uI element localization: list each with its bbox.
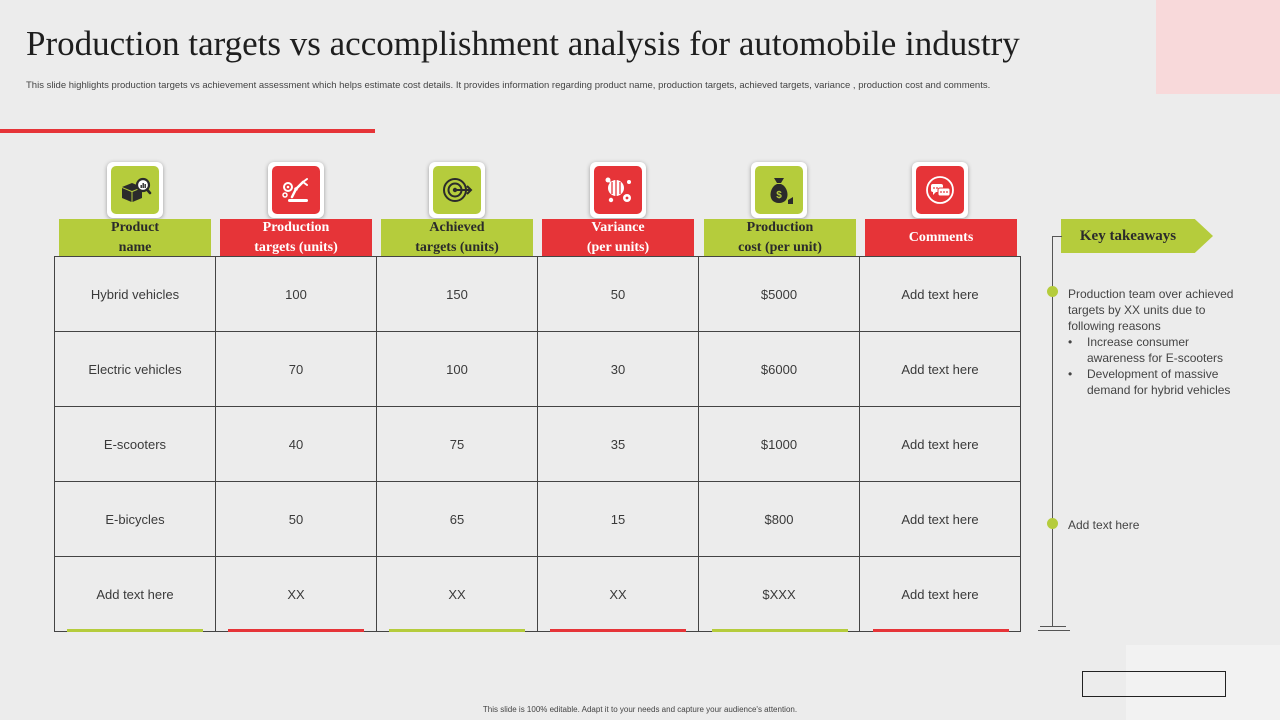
table-cell: Add text here — [859, 256, 1021, 332]
table-cell: XX — [537, 556, 699, 632]
table-cell: $6000 — [698, 331, 860, 407]
footer-note: This slide is 100% editable. Adapt it to… — [482, 705, 798, 714]
key-takeaway-text: Production team over achieved targets by… — [1068, 287, 1234, 333]
corner-decoration — [1156, 0, 1280, 94]
table-row: Electric vehicles 70 100 30 $6000 Add te… — [54, 331, 1021, 407]
timeline-dot — [1047, 518, 1058, 529]
table-cell: 15 — [537, 481, 699, 557]
timeline-line — [1052, 236, 1053, 626]
money-bag-icon: $ — [755, 166, 803, 214]
table-cell: 50 — [537, 256, 699, 332]
table-row: Add text here XX XX XX $XXX Add text her… — [54, 556, 1021, 632]
table-cell: XX — [376, 556, 538, 632]
table-cell: Hybrid vehicles — [54, 256, 216, 332]
page-subtitle: This slide highlights production targets… — [26, 80, 991, 91]
key-takeaway-bullets: Increase consumer awareness for E-scoote… — [1068, 334, 1238, 398]
bullet-item: Increase consumer awareness for E-scoote… — [1068, 334, 1238, 366]
header-production-cost: Production cost (per unit) — [704, 219, 856, 256]
column-accent-bar — [67, 629, 203, 632]
table-cell: 75 — [376, 406, 538, 482]
table-cell: 40 — [215, 406, 377, 482]
table-row: E-bicycles 50 65 15 $800 Add text here — [54, 481, 1021, 557]
timeline-base — [1038, 630, 1070, 631]
table-cell: XX — [215, 556, 377, 632]
table-row: Hybrid vehicles 100 150 50 $5000 Add tex… — [54, 256, 1021, 332]
timeline-dot — [1047, 286, 1058, 297]
product-analysis-icon-box — [107, 162, 163, 218]
production-table: Hybrid vehicles 100 150 50 $5000 Add tex… — [54, 256, 1021, 632]
table-cell: $XXX — [698, 556, 860, 632]
corner-decoration-bottom — [1126, 645, 1280, 720]
table-cell: E-scooters — [54, 406, 216, 482]
table-row: E-scooters 40 75 35 $1000 Add text here — [54, 406, 1021, 482]
timeline-base — [1040, 626, 1066, 627]
table-cell: 100 — [215, 256, 377, 332]
header-achieved-targets: Achieved targets (units) — [381, 219, 533, 256]
table-cell: Electric vehicles — [54, 331, 216, 407]
header-production-targets: Production targets (units) — [220, 219, 372, 256]
table-cell: $1000 — [698, 406, 860, 482]
robotic-arm-icon — [272, 166, 320, 214]
title-accent-line — [0, 129, 375, 133]
target-icon — [433, 166, 481, 214]
molecule-icon-box — [590, 162, 646, 218]
chat-bubbles-icon-box — [912, 162, 968, 218]
column-accent-bar — [389, 629, 525, 632]
table-cell: 35 — [537, 406, 699, 482]
table-cell: 50 — [215, 481, 377, 557]
table-cell: $5000 — [698, 256, 860, 332]
robotic-arm-icon-box — [268, 162, 324, 218]
header-comments: Comments — [865, 219, 1017, 256]
column-accent-bar — [228, 629, 364, 632]
table-cell: 150 — [376, 256, 538, 332]
target-icon-box — [429, 162, 485, 218]
money-bag-icon-box: $ — [751, 162, 807, 218]
timeline-bracket — [1052, 236, 1062, 237]
header-variance: Variance (per units) — [542, 219, 694, 256]
header-product-name: Product name — [59, 219, 211, 256]
key-takeaway-point: Add text here — [1068, 518, 1140, 532]
page-title: Production targets vs accomplishment ana… — [26, 24, 1020, 63]
table-cell: Add text here — [859, 481, 1021, 557]
table-cell: 30 — [537, 331, 699, 407]
molecule-icon — [594, 166, 642, 214]
table-cell: Add text here — [859, 406, 1021, 482]
column-accent-bar — [873, 629, 1009, 632]
svg-text:$: $ — [776, 190, 782, 201]
empty-box — [1082, 671, 1226, 697]
key-takeaways-heading: Key takeaways — [1061, 219, 1213, 253]
column-accent-bar — [712, 629, 848, 632]
product-analysis-icon — [111, 166, 159, 214]
table-cell: $800 — [698, 481, 860, 557]
table-cell: Add text here — [859, 331, 1021, 407]
chat-bubbles-icon — [916, 166, 964, 214]
table-cell: Add text here — [54, 556, 216, 632]
table-cell: 65 — [376, 481, 538, 557]
key-takeaway-point: Production team over achieved targets by… — [1068, 286, 1238, 398]
table-cell: 70 — [215, 331, 377, 407]
table-cell: 100 — [376, 331, 538, 407]
bullet-item: Development of massive demand for hybrid… — [1068, 366, 1238, 398]
column-accent-bar — [550, 629, 686, 632]
table-cell: Add text here — [859, 556, 1021, 632]
table-cell: E-bicycles — [54, 481, 216, 557]
